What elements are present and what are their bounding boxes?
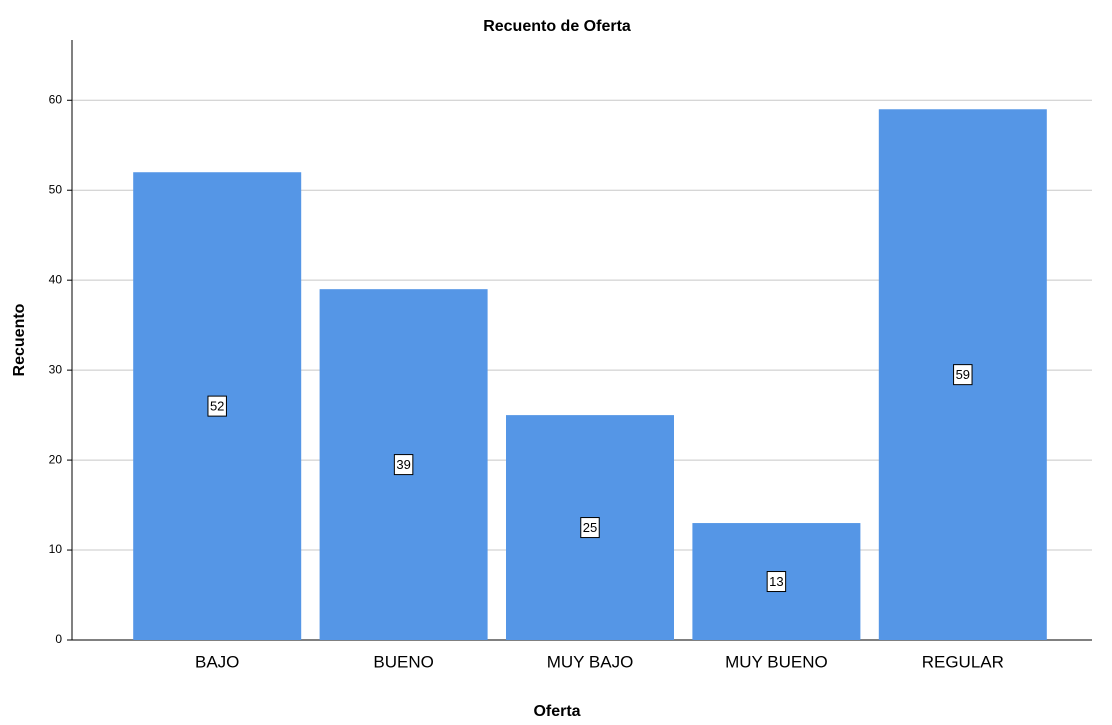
data-label: 39 (396, 457, 410, 472)
y-tick-label: 20 (49, 452, 63, 466)
y-tick-label: 60 (49, 92, 63, 106)
x-tick-label: MUY BAJO (547, 652, 634, 671)
y-tick-label: 50 (49, 182, 63, 196)
data-label: 52 (210, 399, 224, 414)
y-axis-label: Recuento (11, 303, 28, 376)
data-label-box (766, 571, 787, 593)
data-label: 59 (956, 367, 970, 382)
x-tick-label: REGULAR (922, 652, 1004, 671)
x-axis-label: Oferta (533, 703, 580, 720)
x-tick-label: BAJO (195, 652, 239, 671)
data-label-box (207, 395, 227, 417)
x-tick-label: BUENO (373, 652, 433, 671)
y-tick-label: 40 (49, 272, 63, 286)
y-tick-label: 30 (49, 362, 63, 376)
data-label-box (393, 454, 414, 476)
data-label: 13 (769, 574, 783, 589)
data-label-box (580, 517, 600, 539)
data-label-box (953, 364, 973, 386)
x-tick-label: MUY BUENO (725, 652, 828, 671)
y-tick-label: 0 (55, 632, 62, 646)
y-tick-label: 10 (49, 542, 63, 556)
data-label: 25 (583, 520, 597, 535)
chart-title: Recuento de Oferta (483, 18, 631, 35)
